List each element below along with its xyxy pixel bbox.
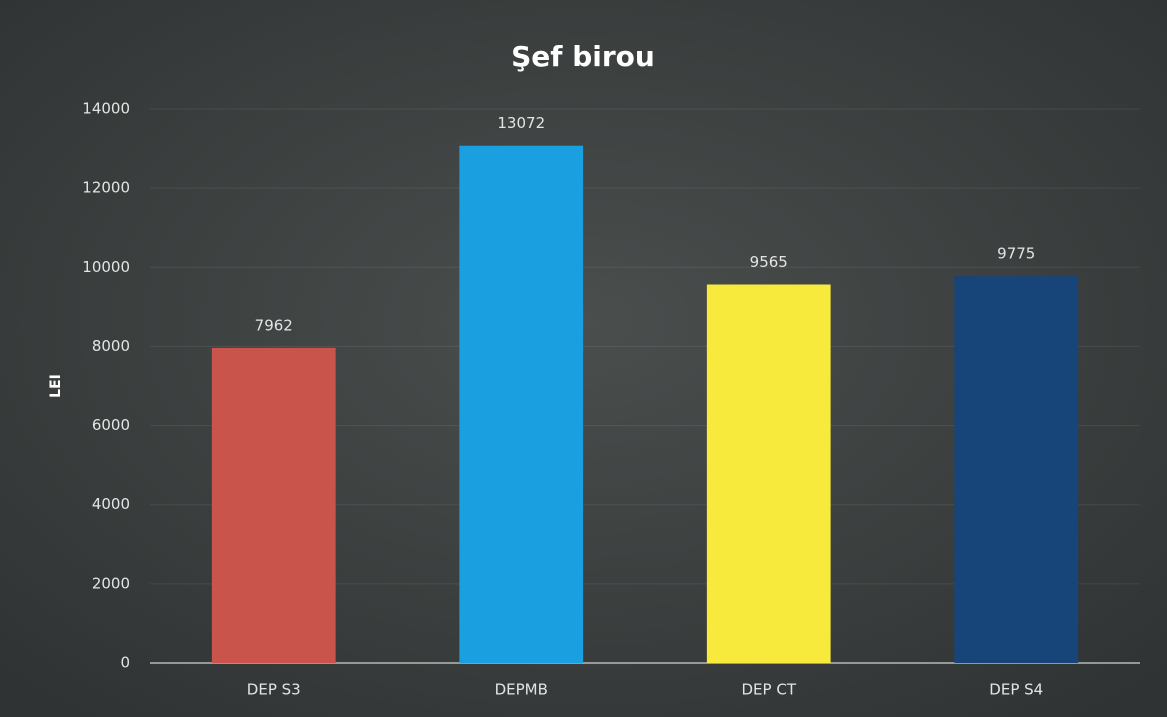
y-tick-label: 10000	[82, 258, 130, 276]
y-tick-label: 8000	[92, 337, 130, 355]
x-tick-label: DEPMB	[495, 681, 548, 699]
y-tick-label: 6000	[92, 416, 130, 434]
y-axis-label: LEI	[48, 374, 64, 398]
bar	[954, 276, 1079, 663]
bar	[706, 284, 831, 663]
data-label: 9565	[750, 253, 788, 271]
bar	[459, 145, 584, 663]
data-label: 7962	[255, 316, 293, 334]
bar	[211, 347, 336, 663]
chart-title: Şef birou	[511, 40, 655, 73]
data-label: 9775	[997, 245, 1035, 263]
y-tick-label: 2000	[92, 574, 130, 592]
y-tick-label: 14000	[82, 100, 130, 118]
y-tick-label: 12000	[82, 179, 130, 197]
x-tick-label: DEP CT	[742, 681, 797, 699]
y-tick-label: 0	[120, 654, 130, 672]
x-tick-label: DEP S4	[989, 681, 1043, 699]
data-label: 13072	[497, 114, 545, 132]
x-tick-label: DEP S3	[247, 681, 301, 699]
y-tick-label: 4000	[92, 495, 130, 513]
